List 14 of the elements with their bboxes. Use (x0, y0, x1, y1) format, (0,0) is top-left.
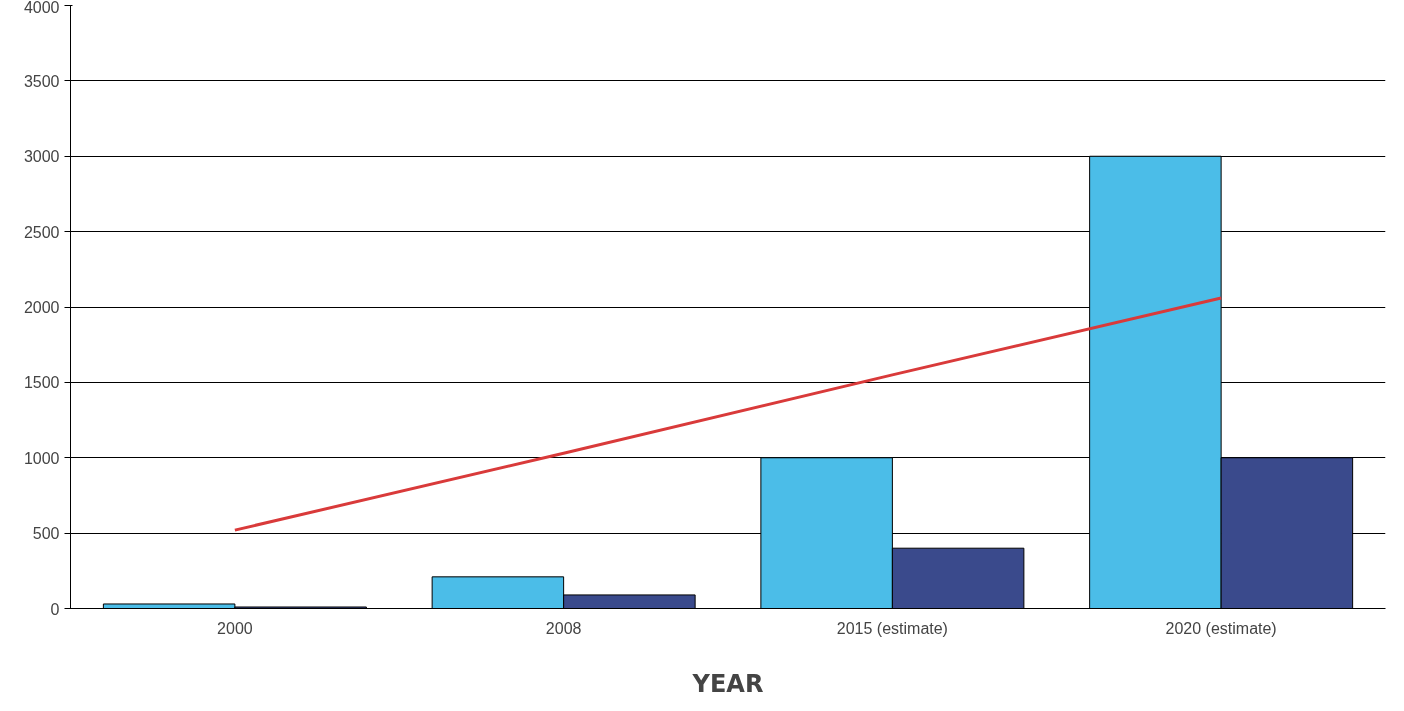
y-tick-label: 1000 (23, 449, 60, 467)
x-tick-label: 2015 (estimate) (836, 619, 948, 637)
y-tick-label: 3000 (23, 148, 60, 166)
y-tick-label: 4000 (23, 0, 60, 16)
y-tick-label: 3500 (23, 72, 60, 90)
x-tick-label: 2020 (estimate) (1165, 619, 1277, 637)
y-tick-label: 2500 (23, 223, 60, 241)
y-tick-label: 1500 (23, 374, 60, 392)
y-tick-label: 2000 (23, 299, 60, 316)
x-tick-label: 2000 (217, 619, 253, 637)
y-tick-label: 0 (50, 600, 60, 618)
x-axis-title: YEAR (691, 669, 764, 698)
y-tick-label: 500 (32, 525, 60, 543)
x-tick-label: 2008 (545, 619, 582, 637)
